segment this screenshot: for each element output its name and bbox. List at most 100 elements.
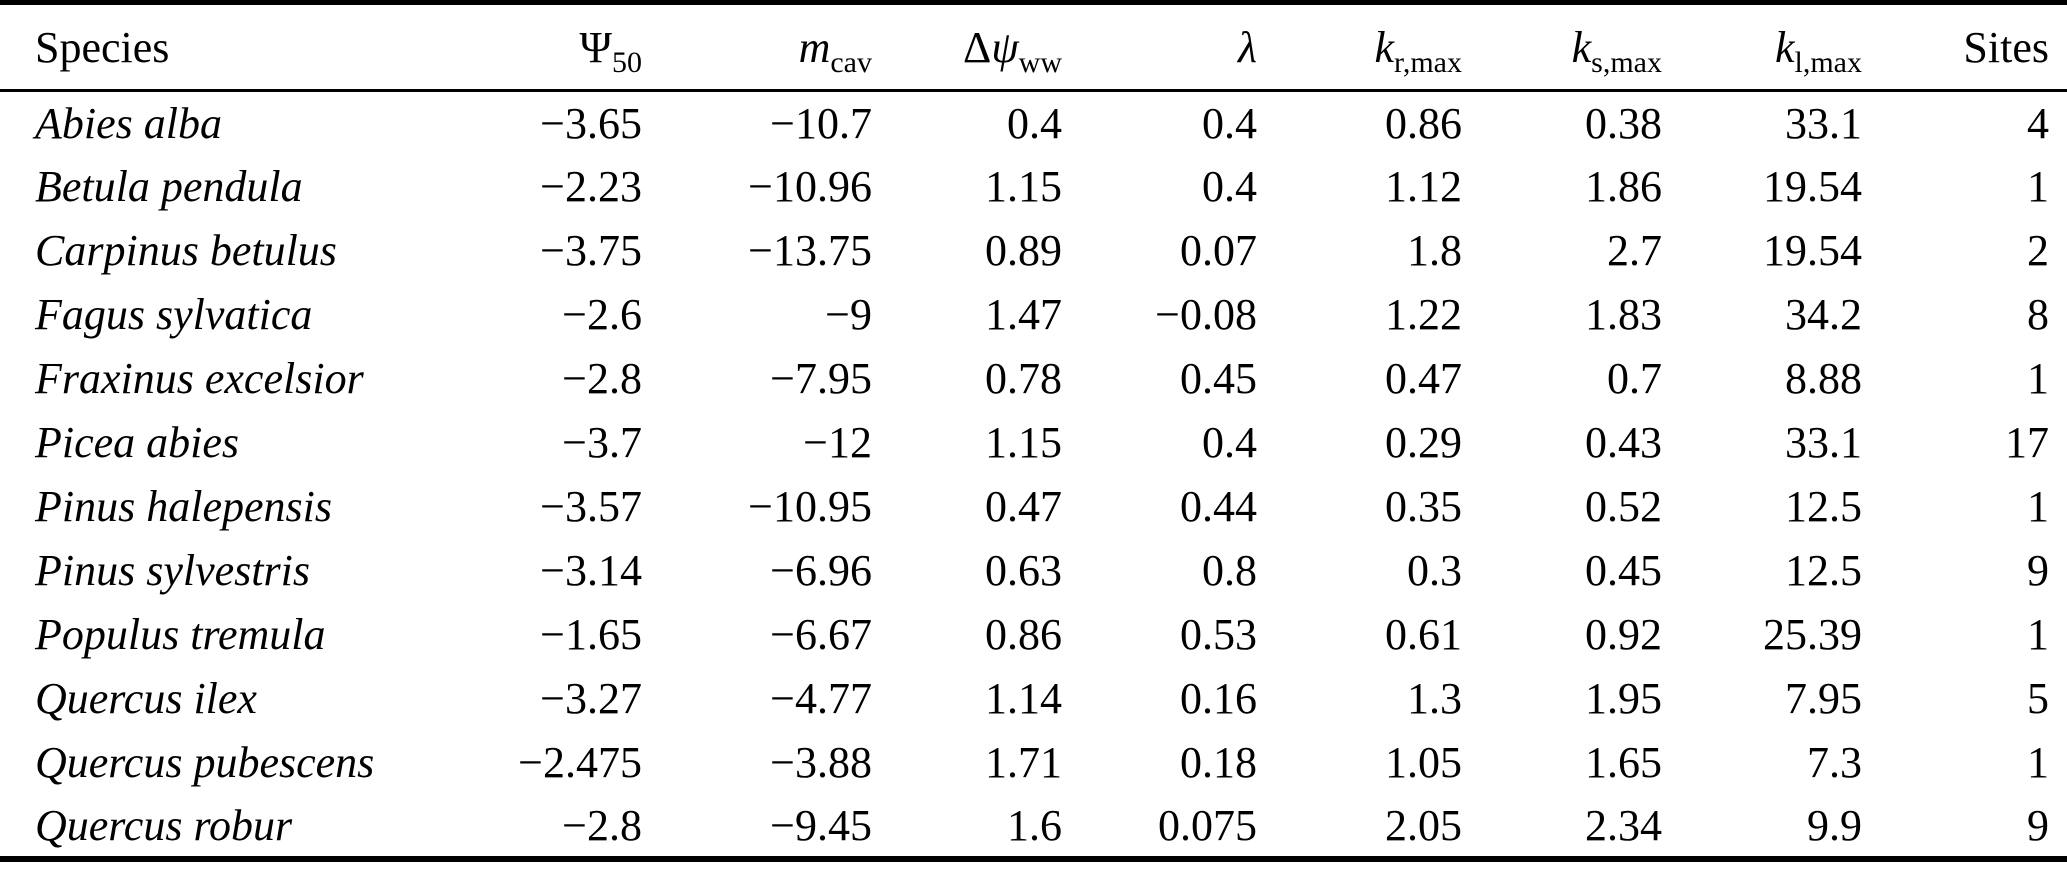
ksmax-cell: 2.34 <box>1585 800 1662 850</box>
psi-symbol: Ψ <box>579 22 612 72</box>
psi50-cell: −3.14 <box>540 546 642 595</box>
dpsiww-cell: 1.47 <box>985 290 1062 339</box>
mcav-cell: −6.96 <box>770 546 872 595</box>
krmax-cell: 0.3 <box>1407 546 1462 595</box>
krmax-cell: 1.12 <box>1385 162 1462 211</box>
mcav-cell: −6.67 <box>770 610 872 659</box>
lambda-cell: 0.4 <box>1202 418 1257 467</box>
psi50-cell: −3.7 <box>562 418 642 467</box>
mcav-cell: −10.96 <box>748 162 872 211</box>
table-row: Betula pendula −2.23 −10.96 1.15 0.4 1.1… <box>0 155 2067 219</box>
species-cell: Quercus pubescens <box>35 738 375 787</box>
table-row: Populus tremula −1.65 −6.67 0.86 0.53 0.… <box>0 603 2067 667</box>
header-sites: Sites <box>1880 2 2067 92</box>
dpsiww-cell: 1.6 <box>1007 800 1062 850</box>
lambda-symbol: λ <box>1237 22 1257 72</box>
sites-cell: 1 <box>2027 610 2049 659</box>
species-cell: Quercus ilex <box>35 674 257 723</box>
k-symbol-r: k <box>1374 22 1395 72</box>
klmax-subscript: l,max <box>1794 45 1863 79</box>
dpsiww-subscript: ww <box>1018 45 1062 79</box>
psi50-cell: −2.6 <box>562 290 642 339</box>
species-cell: Pinus sylvestris <box>35 546 310 595</box>
klmax-cell: 7.95 <box>1785 674 1862 723</box>
species-cell: Abies alba <box>35 98 222 148</box>
species-cell: Carpinus betulus <box>35 226 337 275</box>
table-row: Fagus sylvatica −2.6 −9 1.47 −0.08 1.22 … <box>0 283 2067 347</box>
psi50-subscript: 50 <box>612 45 642 79</box>
header-lambda: λ <box>1080 2 1275 92</box>
table-row: Quercus ilex −3.27 −4.77 1.14 0.16 1.3 1… <box>0 667 2067 731</box>
klmax-cell: 9.9 <box>1807 800 1862 850</box>
table-row: Pinus halepensis −3.57 −10.95 0.47 0.44 … <box>0 475 2067 539</box>
sites-cell: 1 <box>2027 354 2049 403</box>
ksmax-cell: 1.83 <box>1585 290 1662 339</box>
dpsiww-cell: 1.15 <box>985 162 1062 211</box>
klmax-cell: 33.1 <box>1785 98 1862 148</box>
krmax-cell: 0.47 <box>1385 354 1462 403</box>
ksmax-subscript: s,max <box>1591 45 1662 79</box>
sites-cell: 4 <box>2027 98 2049 148</box>
table-row: Abies alba −3.65 −10.7 0.4 0.4 0.86 0.38… <box>0 91 2067 155</box>
dpsiww-cell: 0.47 <box>985 482 1062 531</box>
mcav-cell: −7.95 <box>770 354 872 403</box>
mcav-cell: −9.45 <box>770 800 872 850</box>
mcav-subscript: cav <box>830 45 872 79</box>
lambda-cell: −0.08 <box>1155 290 1257 339</box>
table-row: Fraxinus excelsior −2.8 −7.95 0.78 0.45 … <box>0 347 2067 411</box>
ksmax-cell: 1.95 <box>1585 674 1662 723</box>
psi50-cell: −2.8 <box>562 354 642 403</box>
psi50-cell: −2.8 <box>562 800 642 850</box>
table-header: Species Ψ50 mcav Δψww λ kr,max ks,max kl… <box>0 2 2067 92</box>
psi50-cell: −3.75 <box>540 226 642 275</box>
mcav-cell: −4.77 <box>770 674 872 723</box>
psi50-cell: −1.65 <box>540 610 642 659</box>
dpsiww-cell: 0.89 <box>985 226 1062 275</box>
species-cell: Populus tremula <box>35 610 326 659</box>
k-symbol-s: k <box>1571 22 1592 72</box>
header-sites-label: Sites <box>1963 22 2049 72</box>
ksmax-cell: 0.52 <box>1585 482 1662 531</box>
table-body: Abies alba −3.65 −10.7 0.4 0.4 0.86 0.38… <box>0 91 2067 859</box>
krmax-cell: 0.86 <box>1385 98 1462 148</box>
mcav-cell: −13.75 <box>748 226 872 275</box>
delta-symbol: Δ <box>963 22 992 72</box>
klmax-cell: 8.88 <box>1785 354 1862 403</box>
klmax-cell: 7.3 <box>1807 738 1862 787</box>
table-row: Picea abies −3.7 −12 1.15 0.4 0.29 0.43 … <box>0 411 2067 475</box>
sites-cell: 9 <box>2027 546 2049 595</box>
krmax-cell: 1.22 <box>1385 290 1462 339</box>
mcav-cell: −10.7 <box>770 98 872 148</box>
ksmax-cell: 0.7 <box>1607 354 1662 403</box>
lambda-cell: 0.16 <box>1180 674 1257 723</box>
header-ksmax: ks,max <box>1480 2 1680 92</box>
header-mcav: mcav <box>660 2 890 92</box>
sites-cell: 8 <box>2027 290 2049 339</box>
dpsiww-cell: 1.15 <box>985 418 1062 467</box>
klmax-cell: 12.5 <box>1785 546 1862 595</box>
psi50-cell: −3.57 <box>540 482 642 531</box>
sites-cell: 2 <box>2027 226 2049 275</box>
dpsiww-cell: 1.71 <box>985 738 1062 787</box>
lambda-cell: 0.45 <box>1180 354 1257 403</box>
krmax-cell: 0.29 <box>1385 418 1462 467</box>
sites-cell: 1 <box>2027 482 2049 531</box>
mcav-cell: −12 <box>803 418 872 467</box>
lambda-cell: 0.53 <box>1180 610 1257 659</box>
table-row: Quercus pubescens −2.475 −3.88 1.71 0.18… <box>0 731 2067 795</box>
krmax-cell: 1.8 <box>1407 226 1462 275</box>
ksmax-cell: 0.92 <box>1585 610 1662 659</box>
krmax-cell: 2.05 <box>1385 800 1462 850</box>
sites-cell: 9 <box>2027 800 2049 850</box>
ksmax-cell: 1.86 <box>1585 162 1662 211</box>
krmax-cell: 0.61 <box>1385 610 1462 659</box>
lambda-cell: 0.44 <box>1180 482 1257 531</box>
table-row: Carpinus betulus −3.75 −13.75 0.89 0.07 … <box>0 219 2067 283</box>
ksmax-cell: 2.7 <box>1607 226 1662 275</box>
dpsiww-cell: 0.86 <box>985 610 1062 659</box>
lambda-cell: 0.4 <box>1202 162 1257 211</box>
k-symbol-l: k <box>1774 22 1795 72</box>
lambda-cell: 0.18 <box>1180 738 1257 787</box>
klmax-cell: 12.5 <box>1785 482 1862 531</box>
